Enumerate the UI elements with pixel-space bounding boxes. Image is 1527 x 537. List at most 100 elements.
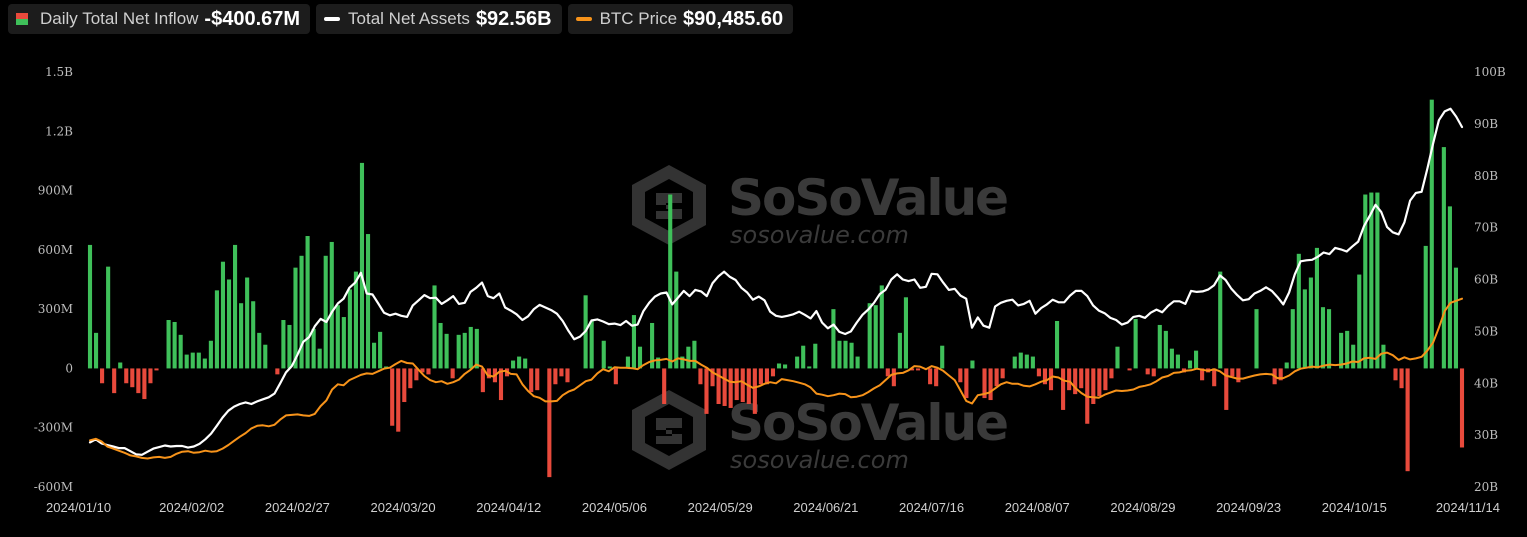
inflow-bar[interactable]	[970, 360, 975, 369]
inflow-bar[interactable]	[1326, 309, 1332, 369]
inflow-bar[interactable]	[1254, 309, 1259, 369]
inflow-bar[interactable]	[172, 321, 177, 369]
inflow-bar[interactable]	[1284, 362, 1289, 369]
inflow-bar[interactable]	[1079, 368, 1084, 389]
inflow-bar[interactable]	[1091, 368, 1096, 404]
inflow-bar[interactable]	[378, 331, 383, 369]
inflow-bar[interactable]	[1345, 330, 1350, 369]
inflow-bar[interactable]	[293, 267, 298, 369]
inflow-bar[interactable]	[1453, 267, 1459, 369]
inflow-bar[interactable]	[251, 301, 256, 369]
inflow-bar[interactable]	[928, 368, 933, 385]
inflow-bar[interactable]	[650, 322, 655, 369]
inflow-bar[interactable]	[511, 360, 516, 369]
inflow-bar[interactable]	[607, 366, 612, 369]
inflow-bar[interactable]	[1399, 368, 1404, 389]
inflow-bar[interactable]	[734, 368, 739, 401]
inflow-bar[interactable]	[365, 234, 371, 369]
inflow-bar[interactable]	[1278, 368, 1283, 381]
inflow-bar[interactable]	[613, 368, 618, 385]
inflow-bar[interactable]	[1423, 245, 1428, 369]
inflow-bar[interactable]	[1067, 368, 1072, 391]
inflow-bar[interactable]	[637, 346, 643, 369]
inflow-bar[interactable]	[710, 368, 715, 387]
inflow-bar[interactable]	[1024, 354, 1029, 369]
inflow-bar[interactable]	[1381, 344, 1386, 369]
inflow-bar[interactable]	[752, 368, 757, 414]
inflow-bar[interactable]	[323, 255, 328, 369]
inflow-bar[interactable]	[867, 303, 872, 369]
inflow-bar[interactable]	[1163, 330, 1168, 369]
inflow-bar[interactable]	[807, 366, 812, 369]
inflow-bar[interactable]	[686, 346, 691, 369]
inflow-bar[interactable]	[402, 368, 407, 403]
inflow-bar[interactable]	[214, 290, 219, 369]
inflow-bar[interactable]	[1169, 348, 1174, 369]
inflow-bar[interactable]	[674, 271, 679, 369]
inflow-bar[interactable]	[347, 289, 352, 369]
inflow-bar[interactable]	[1429, 99, 1434, 369]
inflow-bar[interactable]	[456, 334, 461, 369]
inflow-bar[interactable]	[1369, 192, 1374, 369]
inflow-bar[interactable]	[239, 303, 244, 369]
btc-price-line[interactable]	[89, 297, 1463, 460]
inflow-bar[interactable]	[1030, 356, 1035, 369]
inflow-bar[interactable]	[486, 368, 491, 379]
inflow-bar[interactable]	[1012, 356, 1017, 369]
inflow-bar[interactable]	[1320, 307, 1326, 369]
inflow-bar[interactable]	[233, 244, 238, 369]
inflow-bar[interactable]	[341, 317, 346, 369]
inflow-bar[interactable]	[879, 285, 884, 369]
inflow-bar[interactable]	[891, 368, 896, 387]
inflow-bar[interactable]	[909, 368, 915, 371]
inflow-bar[interactable]	[897, 332, 902, 369]
inflow-bar[interactable]	[1393, 368, 1398, 381]
inflow-bar[interactable]	[87, 244, 93, 369]
inflow-bar[interactable]	[396, 368, 401, 432]
inflow-bar[interactable]	[529, 368, 534, 393]
inflow-bar[interactable]	[982, 368, 987, 399]
inflow-bar[interactable]	[1109, 368, 1114, 379]
inflow-bar[interactable]	[93, 332, 99, 369]
inflow-bar[interactable]	[1405, 368, 1410, 472]
inflow-bar[interactable]	[100, 368, 105, 384]
inflow-bar[interactable]	[208, 340, 213, 369]
inflow-bar[interactable]	[716, 368, 721, 404]
inflow-bar[interactable]	[311, 328, 316, 369]
inflow-bar[interactable]	[934, 368, 939, 387]
inflow-bar[interactable]	[728, 368, 733, 408]
inflow-bar[interactable]	[656, 357, 661, 369]
inflow-bar[interactable]	[1230, 368, 1235, 377]
inflow-bar[interactable]	[885, 368, 890, 377]
inflow-bar[interactable]	[335, 305, 340, 369]
inflow-bar[interactable]	[1036, 368, 1041, 377]
inflow-bar[interactable]	[1302, 289, 1307, 369]
inflow-bar[interactable]	[245, 277, 250, 369]
inflow-bar[interactable]	[1296, 253, 1301, 369]
inflow-bar[interactable]	[758, 368, 763, 385]
inflow-bar[interactable]	[547, 368, 552, 478]
inflow-bar[interactable]	[1103, 368, 1108, 391]
inflow-bar[interactable]	[801, 345, 806, 369]
inflow-bar[interactable]	[166, 320, 171, 369]
inflow-bar[interactable]	[1187, 360, 1193, 369]
inflow-bar[interactable]	[1018, 352, 1023, 369]
inflow-bar[interactable]	[202, 358, 207, 369]
inflow-bar[interactable]	[305, 236, 310, 369]
inflow-bar[interactable]	[764, 368, 769, 385]
inflow-bar[interactable]	[994, 368, 999, 387]
inflow-bar[interactable]	[1200, 368, 1205, 381]
inflow-bar[interactable]	[1447, 206, 1452, 369]
inflow-bar[interactable]	[1133, 319, 1138, 369]
inflow-bar[interactable]	[843, 340, 848, 369]
legend-inflow[interactable]: Daily Total Net Inflow -$400.67M	[8, 4, 311, 34]
inflow-bar[interactable]	[849, 342, 854, 369]
inflow-bar[interactable]	[704, 368, 709, 414]
inflow-bar[interactable]	[958, 368, 963, 383]
inflow-bar[interactable]	[124, 368, 129, 384]
inflow-bar[interactable]	[468, 326, 473, 369]
inflow-bar[interactable]	[226, 279, 232, 369]
inflow-bar[interactable]	[142, 368, 147, 400]
inflow-bar[interactable]	[450, 368, 455, 379]
legend-assets[interactable]: Total Net Assets $92.56B	[316, 4, 562, 34]
